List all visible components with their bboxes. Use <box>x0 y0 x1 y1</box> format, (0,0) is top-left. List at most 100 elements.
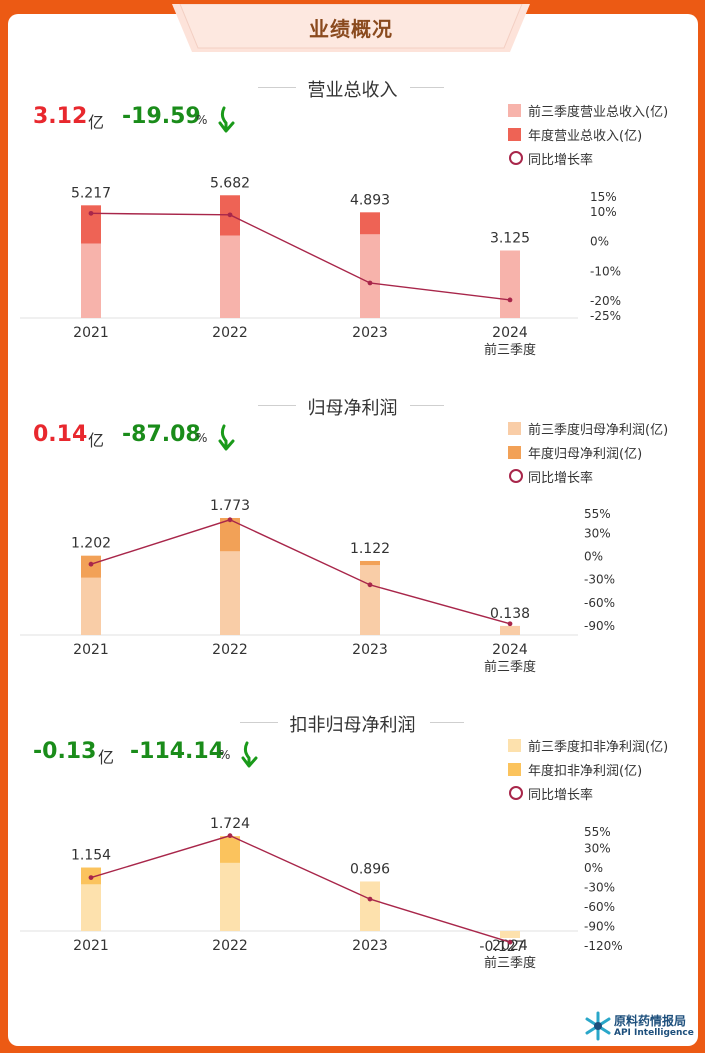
section-title-text: 归母净利润 <box>295 398 410 419</box>
net-profit-chart: 1.202 2021 1.773 2022 1.122 2023 0.138 2024前三季度… <box>20 498 615 675</box>
x-tick-sublabel: 前三季度 <box>484 342 536 358</box>
bar-value-label: 1.202 <box>71 536 111 552</box>
x-tick-label: 2023 <box>352 642 388 658</box>
growth-line <box>90 834 511 943</box>
growth-point <box>507 297 513 303</box>
bar-q3 <box>81 243 101 318</box>
growth-point <box>88 561 94 567</box>
header-tab: 业绩概况 <box>172 4 530 52</box>
y2-tick-label: 15% <box>590 190 617 204</box>
x-tick-label: 2024 <box>492 642 528 658</box>
bar-q3 <box>360 565 380 635</box>
y2-tick-label: 0% <box>584 549 603 563</box>
summary-unit: 亿 <box>88 113 105 132</box>
growth-point <box>367 280 373 286</box>
summary-pct-sign: % <box>219 748 231 762</box>
growth-point <box>507 939 513 945</box>
section-revenue: 营业总收入 3.12 亿 -19.59 % 前三季度营业总收入(亿) 年度营业总… <box>0 76 705 394</box>
y2-tick-label: -30% <box>584 880 615 894</box>
y2-tick-label: -90% <box>584 919 615 933</box>
growth-point <box>227 212 233 218</box>
section-title-text: 营业总收入 <box>295 80 410 101</box>
summary-change: -87.08 <box>122 422 201 447</box>
bar-q3 <box>220 551 240 635</box>
y2-tick-label: 0% <box>584 861 603 875</box>
x-tick-label: 2022 <box>212 642 248 658</box>
bar-q3 <box>220 235 240 318</box>
x-tick-label: 2023 <box>352 325 388 341</box>
y2-tick-label: -30% <box>584 573 615 587</box>
bar-q3 <box>360 234 380 318</box>
x-tick-label: 2022 <box>212 325 248 341</box>
y2-tick-label: -120% <box>584 939 623 953</box>
bar-value-label: 0.896 <box>350 862 390 878</box>
growth-point <box>88 210 94 216</box>
growth-point <box>367 582 373 588</box>
revenue-chart: 5.217 2021 5.682 2022 4.893 2023 3.125 2024前三季度… <box>20 175 621 358</box>
down-arrow-icon <box>241 741 258 768</box>
growth-point <box>227 517 233 523</box>
bar-value-label: 3.125 <box>490 231 530 247</box>
bar-q3 <box>500 931 520 938</box>
growth-point <box>88 875 94 880</box>
x-tick-sublabel: 前三季度 <box>484 955 536 971</box>
bar-value-label: 4.893 <box>350 192 390 208</box>
y2-tick-label: -60% <box>584 596 615 610</box>
y2-tick-label: 55% <box>584 825 611 839</box>
page-title: 业绩概况 <box>309 17 393 41</box>
bar-q3 <box>81 884 101 931</box>
bar-q3 <box>500 250 520 318</box>
bar-value-label: 1.122 <box>350 541 390 557</box>
x-tick-label: 2021 <box>73 642 109 658</box>
x-tick-label: 2024 <box>492 325 528 341</box>
summary-value: -0.13 <box>33 739 97 764</box>
brand-subtitle: API Intelligence <box>614 1028 694 1038</box>
growth-point <box>367 896 373 902</box>
bar-value-label: 5.217 <box>71 185 111 201</box>
summary-value: 3.12 <box>33 104 88 129</box>
summary-value: 0.14 <box>33 422 88 447</box>
y2-tick-label: 0% <box>590 235 609 249</box>
y2-tick-label: 10% <box>590 205 617 219</box>
section-title: 归母净利润 <box>0 394 705 419</box>
section-deducted-profit: 扣非归母净利润 -0.13 亿 -114.14 % 前三季度扣非净利润(亿) 年… <box>0 711 705 1011</box>
bar-value-label: 5.682 <box>210 175 250 191</box>
section-title-text: 扣非归母净利润 <box>277 715 428 736</box>
bar-q3 <box>220 862 240 931</box>
section-net-profit: 归母净利润 0.14 亿 -87.08 % 前三季度归母净利润(亿) 年度归母净… <box>0 394 705 712</box>
x-tick-label: 2024 <box>492 938 528 954</box>
summary-unit: 亿 <box>88 431 105 450</box>
y2-tick-label: 30% <box>584 526 611 540</box>
summary-change: -114.14 <box>130 739 225 764</box>
y2-tick-label: -90% <box>584 619 615 633</box>
summary-pct-sign: % <box>196 431 208 445</box>
y2-tick-label: 30% <box>584 841 611 855</box>
report-card <box>8 14 698 1046</box>
x-tick-label: 2021 <box>73 938 109 954</box>
bar-value-label: 1.154 <box>71 848 111 864</box>
y2-tick-label: -20% <box>590 294 621 308</box>
deducted-profit-chart: 1.154 2021 1.724 2022 0.896 2023 -0.1272024前三季… <box>20 816 623 971</box>
bar-value-label: 0.138 <box>490 606 530 622</box>
bar-value-label: 1.724 <box>210 816 250 832</box>
header-tab-shape <box>172 4 530 52</box>
summary-unit: 亿 <box>98 748 115 767</box>
brand-name: 原料药情报局 <box>614 1014 687 1028</box>
bar-q3 <box>360 881 380 931</box>
bar-q3 <box>81 577 101 635</box>
x-tick-label: 2023 <box>352 938 388 954</box>
growth-point <box>507 621 513 627</box>
y2-tick-label: 55% <box>584 507 611 521</box>
section-title: 营业总收入 <box>0 76 705 101</box>
down-arrow-icon <box>218 106 235 133</box>
bar-value-label: 1.773 <box>210 498 250 514</box>
growth-line <box>90 519 511 625</box>
y2-tick-label: -60% <box>584 900 615 914</box>
y2-tick-label: -10% <box>590 264 621 278</box>
section-title: 扣非归母净利润 <box>0 711 705 736</box>
y2-tick-label: -25% <box>590 309 621 323</box>
summary-change: -19.59 <box>122 104 201 129</box>
x-tick-label: 2021 <box>73 325 109 341</box>
down-arrow-icon <box>218 424 235 451</box>
snowflake-logo-icon <box>585 1011 611 1041</box>
